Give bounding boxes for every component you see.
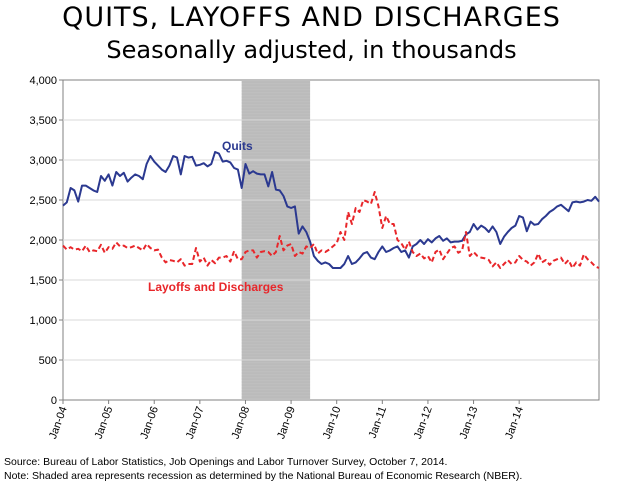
y-tick-label: 4,000	[29, 75, 57, 87]
y-tick-label: 2,000	[29, 235, 57, 247]
x-tick-label: Jan-10	[321, 405, 344, 441]
layoffs-discharges-line	[62, 191, 600, 269]
y-tick-label: 1,000	[29, 315, 57, 327]
source-note: Source: Bureau of Labor Statistics, Job …	[4, 456, 448, 468]
chart-subtitle: Seasonally adjusted, in thousands	[106, 36, 517, 64]
x-tick-label: Jan-13	[458, 405, 481, 441]
y-tick-label: 3,500	[29, 115, 57, 127]
recession-note: Note: Shaded area represents recession a…	[4, 470, 523, 482]
layoffs-discharges-label: Layoffs and Discharges	[148, 280, 284, 294]
x-tick-label: Jan-05	[93, 405, 116, 441]
quits-line	[62, 151, 600, 269]
y-tick-label: 0	[51, 395, 57, 407]
x-tick-label: Jan-11	[367, 405, 390, 440]
x-tick-label: Jan-06	[138, 405, 161, 441]
x-tick-label: Jan-09	[275, 405, 298, 441]
quits-label: Quits	[222, 139, 253, 153]
y-tick-label: 1,500	[29, 275, 57, 287]
x-tick-label: Jan-08	[230, 405, 253, 441]
x-tick-label: Jan-04	[47, 405, 70, 441]
x-tick-label: Jan-07	[184, 405, 207, 441]
y-tick-label: 3,000	[29, 155, 57, 167]
x-tick-label: Jan-12	[412, 405, 435, 441]
x-tick-label: Jan-14	[503, 405, 526, 441]
chart-title: QUITS, LAYOFFS AND DISCHARGES	[62, 2, 561, 33]
y-tick-label: 500	[39, 355, 57, 367]
y-tick-label: 2,500	[29, 195, 57, 207]
